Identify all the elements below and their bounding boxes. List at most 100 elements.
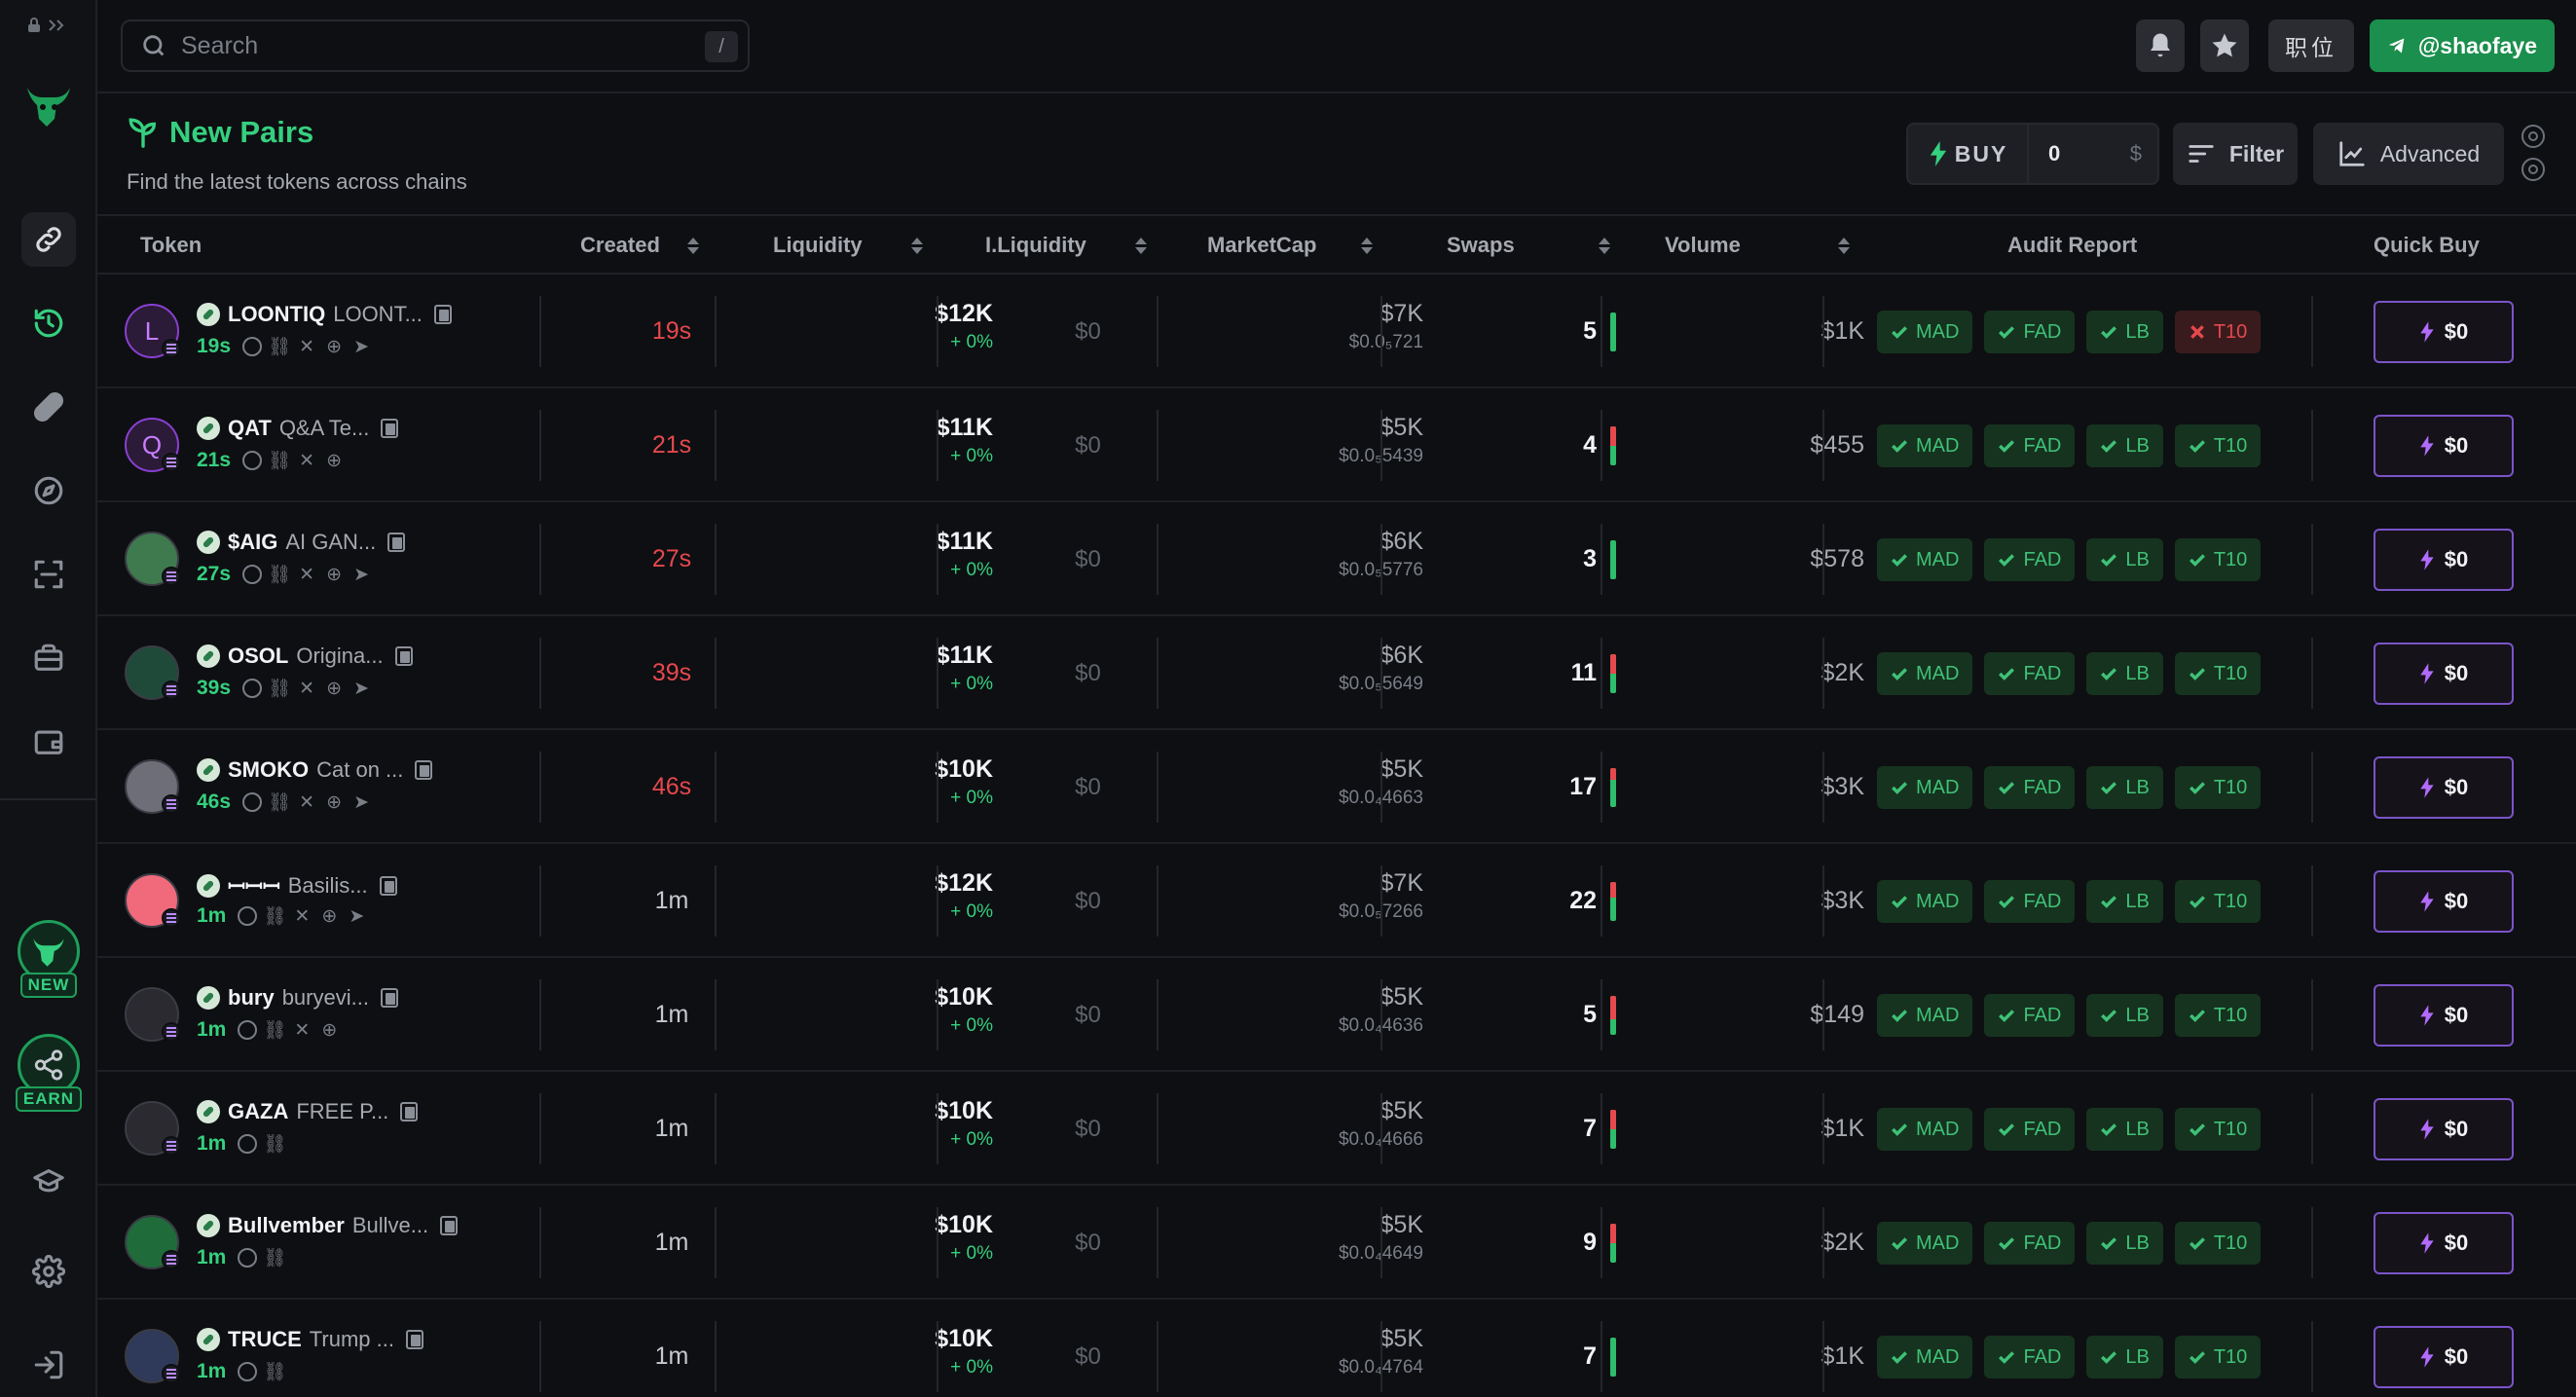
buy-amount-input[interactable]: 0 — [2048, 141, 2061, 165]
link-icon[interactable]: ⛓ — [263, 1361, 287, 1382]
link-icon[interactable]: ⛓ — [263, 905, 287, 927]
link-icon[interactable]: ⛓ — [267, 678, 292, 699]
x-icon[interactable]: ✕ — [299, 450, 314, 471]
language-button[interactable]: 职位 — [2268, 19, 2354, 72]
table-row[interactable]: TRUCE Trump ... 1m ⛓ 1m $10K + 0% $0 $5K $0.0₄476… — [97, 1300, 2576, 1397]
col-marketcap[interactable]: MarketCap — [1207, 216, 1374, 275]
target-icon[interactable] — [242, 679, 263, 698]
telegram-icon[interactable]: ➤ — [353, 336, 369, 357]
col-liquidity[interactable]: Liquidity — [773, 216, 923, 275]
quick-buy-button[interactable]: $0 — [2374, 1326, 2514, 1388]
x-icon[interactable]: ✕ — [299, 678, 314, 699]
search-input[interactable]: Search / — [121, 19, 750, 72]
link-icon[interactable]: ⛓ — [267, 791, 292, 813]
favorites-button[interactable] — [2200, 19, 2249, 72]
x-icon[interactable]: ✕ — [294, 1019, 311, 1041]
token-title[interactable]: QAT Q&A Te... — [197, 416, 399, 441]
copy-icon[interactable] — [440, 1216, 459, 1235]
quick-buy-button[interactable]: $0 — [2374, 529, 2514, 591]
quick-buy-button[interactable]: $0 — [2374, 1098, 2514, 1160]
link-icon[interactable]: ⛓ — [267, 336, 292, 357]
globe-icon[interactable]: ⊕ — [326, 791, 342, 813]
link-icon[interactable]: ⛓ — [267, 450, 292, 471]
telegram-icon[interactable]: ➤ — [349, 905, 365, 927]
sidebar-item-explore[interactable] — [21, 463, 76, 518]
token-avatar[interactable] — [125, 987, 181, 1042]
quick-buy-button[interactable]: $0 — [2374, 870, 2514, 933]
bull-logo-icon[interactable] — [21, 78, 76, 132]
sidebar-toggle[interactable] — [27, 18, 66, 33]
telegram-icon[interactable]: ➤ — [353, 678, 369, 699]
target-icon[interactable] — [238, 906, 258, 926]
x-icon[interactable]: ✕ — [294, 905, 311, 927]
link-icon[interactable]: ⛓ — [267, 564, 292, 585]
token-avatar[interactable] — [125, 645, 181, 700]
token-title[interactable]: OSOL Origina... — [197, 643, 413, 669]
table-row[interactable]: L LOONTIQ LOONT... 19s ⛓ ✕ ⊕ ➤ 19s $12K + 0% $0 $7K $… — [97, 275, 2576, 388]
sidebar-item-scan[interactable] — [21, 547, 76, 602]
token-avatar[interactable] — [125, 1101, 181, 1156]
telegram-account-button[interactable]: @shaofaye — [2370, 19, 2555, 72]
copy-icon[interactable] — [400, 1102, 419, 1121]
token-title[interactable]: LOONTIQ LOONT... — [197, 302, 452, 327]
token-title[interactable]: ꟷꟷꟷ Basilis... — [197, 871, 397, 901]
col-swaps[interactable]: Swaps — [1447, 216, 1610, 275]
target-icon[interactable] — [238, 1020, 258, 1040]
globe-icon[interactable]: ⊕ — [326, 678, 342, 699]
pause-status-icon[interactable] — [2521, 158, 2545, 181]
token-avatar[interactable] — [125, 759, 181, 814]
earn-badge-button[interactable]: EARN — [14, 1034, 84, 1112]
col-volume[interactable]: Volume — [1665, 216, 1850, 275]
quick-buy-button[interactable]: $0 — [2374, 984, 2514, 1047]
target-icon[interactable] — [242, 337, 263, 356]
filter-button[interactable]: Filter — [2173, 123, 2298, 185]
token-title[interactable]: bury buryevi... — [197, 985, 398, 1011]
copy-icon[interactable] — [379, 876, 397, 896]
token-title[interactable]: TRUCE Trump ... — [197, 1327, 423, 1352]
x-icon[interactable]: ✕ — [299, 791, 314, 813]
globe-icon[interactable]: ⊕ — [326, 564, 342, 585]
col-iliquidity[interactable]: I.Liquidity — [985, 216, 1147, 275]
token-avatar[interactable] — [125, 873, 181, 928]
x-icon[interactable]: ✕ — [299, 564, 314, 585]
quick-buy-button[interactable]: $0 — [2374, 301, 2514, 363]
table-row[interactable]: OSOL Origina... 39s ⛓ ✕ ⊕ ➤ 39s $11K + 0% $0 $6K $0.… — [97, 616, 2576, 730]
token-title[interactable]: GAZA FREE P... — [197, 1099, 419, 1124]
new-badge-button[interactable]: NEW — [14, 920, 84, 998]
quick-buy-button[interactable]: $0 — [2374, 643, 2514, 705]
copy-icon[interactable] — [380, 988, 398, 1008]
token-avatar[interactable] — [125, 1215, 181, 1269]
sidebar-item-logout[interactable] — [21, 1338, 76, 1392]
globe-icon[interactable]: ⊕ — [326, 336, 342, 357]
token-avatar[interactable]: Q — [125, 418, 181, 472]
table-row[interactable]: $AIG AI GAN... 27s ⛓ ✕ ⊕ ➤ 27s $11K + 0% $0 $6K $0.0… — [97, 502, 2576, 616]
copy-icon[interactable] — [405, 1330, 423, 1349]
sidebar-item-portfolio[interactable] — [21, 631, 76, 685]
copy-icon[interactable] — [381, 419, 399, 438]
quick-buy-button[interactable]: $0 — [2374, 756, 2514, 819]
copy-icon[interactable] — [415, 760, 433, 780]
token-title[interactable]: $AIG AI GAN... — [197, 530, 406, 555]
sidebar-item-new-pairs[interactable] — [21, 212, 76, 267]
link-icon[interactable]: ⛓ — [263, 1019, 287, 1041]
globe-icon[interactable]: ⊕ — [321, 1019, 338, 1041]
table-row[interactable]: GAZA FREE P... 1m ⛓ 1m $10K + 0% $0 $5K $0.0₄4666… — [97, 1072, 2576, 1186]
link-icon[interactable]: ⛓ — [263, 1247, 287, 1268]
globe-icon[interactable]: ⊕ — [321, 905, 338, 927]
sidebar-item-history[interactable] — [21, 296, 76, 350]
x-icon[interactable]: ✕ — [299, 336, 314, 357]
sidebar-item-pill[interactable] — [21, 380, 76, 434]
telegram-icon[interactable]: ➤ — [353, 564, 369, 585]
notifications-button[interactable] — [2136, 19, 2185, 72]
copy-icon[interactable] — [387, 533, 406, 552]
target-icon[interactable] — [242, 451, 263, 470]
token-title[interactable]: SMOKO Cat on ... — [197, 757, 433, 783]
quick-buy-button[interactable]: $0 — [2374, 1212, 2514, 1274]
sidebar-item-settings[interactable] — [21, 1244, 76, 1299]
target-icon[interactable] — [238, 1134, 258, 1154]
target-icon[interactable] — [238, 1248, 258, 1268]
sidebar-item-wallet[interactable] — [21, 715, 76, 769]
